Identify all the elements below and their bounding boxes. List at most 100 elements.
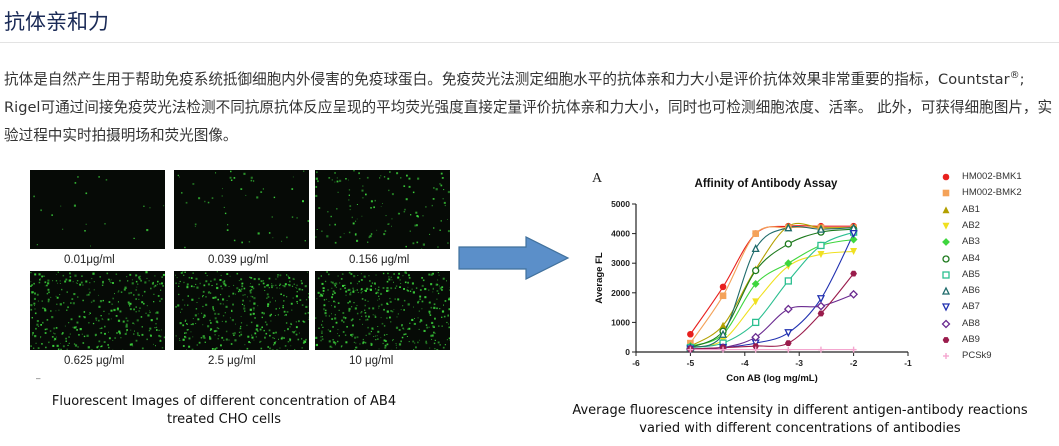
concentration-label: 10 μg/ml bbox=[349, 355, 394, 367]
data-point bbox=[817, 251, 825, 258]
data-point bbox=[850, 346, 857, 353]
legend-item: AB3 bbox=[940, 235, 1059, 249]
data-point bbox=[752, 298, 760, 306]
x-tick-label: -3 bbox=[795, 358, 803, 368]
legend-label: AB7 bbox=[962, 301, 980, 313]
chart-title: Affinity of Antibody Assay bbox=[695, 178, 839, 190]
legend-item: HM002-BMK2 bbox=[940, 186, 1059, 200]
legend-item: HM002-BMK1 bbox=[940, 170, 1059, 184]
legend-item: AB5 bbox=[940, 268, 1059, 282]
x-tick-label: -2 bbox=[850, 358, 858, 368]
legend-item: AB4 bbox=[940, 252, 1059, 266]
y-tick-label: 3000 bbox=[611, 258, 630, 268]
fluorescent-image bbox=[30, 170, 165, 249]
y-axis-label: Average FL bbox=[594, 252, 605, 304]
legend-marker-icon bbox=[941, 303, 951, 312]
legend-marker-icon bbox=[942, 271, 950, 279]
data-point bbox=[751, 243, 760, 253]
caption-line: Fluorescent Images of different concentr… bbox=[51, 394, 397, 409]
y-tick-label: 2000 bbox=[611, 288, 630, 298]
data-point bbox=[785, 346, 792, 353]
data-point bbox=[751, 279, 760, 288]
legend-marker-icon bbox=[942, 189, 950, 197]
data-point bbox=[752, 318, 760, 327]
legend-item: AB1 bbox=[940, 203, 1059, 217]
dash-mark: – bbox=[36, 374, 41, 383]
y-tick-label: 1000 bbox=[611, 317, 630, 327]
legend-marker-icon bbox=[941, 319, 951, 329]
legend-label: AB8 bbox=[962, 317, 980, 329]
data-point bbox=[849, 229, 858, 239]
data-point bbox=[718, 329, 728, 338]
data-point bbox=[817, 241, 825, 250]
fluorescent-image bbox=[315, 271, 450, 350]
legend-marker-icon bbox=[941, 286, 951, 295]
fluorescent-image bbox=[174, 271, 309, 350]
data-point bbox=[784, 277, 792, 285]
registered-mark: ® bbox=[1009, 70, 1020, 82]
data-point bbox=[752, 266, 760, 275]
legend-item: PCSk9 bbox=[940, 349, 1059, 363]
legend-marker-icon bbox=[942, 222, 950, 230]
paragraph-part-2: ; Rigel可通过间接免疫荧光法检测不同抗原抗体反应呈现的平均荧光强度直接定量… bbox=[4, 71, 1053, 144]
paragraph-part-1: 抗体是自然产生用于帮助免疫系统抵御细胞内外侵害的免疫球蛋白。免疫荧光法测定细胞水… bbox=[4, 71, 1010, 88]
caption-line: Average fluorescence intensity in differ… bbox=[572, 403, 1028, 418]
legend-label: AB5 bbox=[962, 268, 980, 280]
legend-marker-icon bbox=[942, 254, 950, 263]
fluorescent-images-caption: Fluorescent Images of different concentr… bbox=[20, 393, 428, 429]
legend-marker-icon bbox=[943, 353, 949, 360]
legend-label: HM002-BMK1 bbox=[962, 171, 1022, 182]
data-point bbox=[752, 230, 759, 237]
legend-marker-icon bbox=[942, 238, 950, 247]
data-point bbox=[719, 292, 727, 300]
legend-item: AB7 bbox=[940, 300, 1059, 314]
legend-label: AB9 bbox=[962, 334, 980, 345]
data-point bbox=[817, 310, 825, 317]
legend-label: AB1 bbox=[962, 203, 980, 215]
section-title: 抗体亲和力 bbox=[4, 10, 109, 34]
data-point bbox=[751, 332, 761, 342]
concentration-label: 2.5 μg/ml bbox=[208, 355, 256, 367]
legend-label: AB3 bbox=[962, 236, 980, 248]
right-arrow-icon bbox=[458, 236, 570, 284]
legend-label: PCSk9 bbox=[962, 350, 992, 362]
data-point bbox=[784, 223, 793, 232]
x-axis-label: Con AB (log mg/mL) bbox=[726, 373, 817, 384]
data-point bbox=[784, 259, 793, 268]
legend-item: AB6 bbox=[940, 284, 1059, 298]
panel-label: A bbox=[592, 171, 603, 186]
fluorescent-image bbox=[30, 271, 165, 350]
data-point bbox=[784, 340, 792, 346]
data-point bbox=[784, 240, 792, 248]
series-line bbox=[690, 238, 854, 347]
x-tick-label: -5 bbox=[687, 358, 695, 368]
y-tick-label: 0 bbox=[625, 347, 630, 357]
x-tick-label: -4 bbox=[741, 358, 749, 368]
data-point bbox=[850, 248, 858, 256]
x-tick-label: -6 bbox=[632, 358, 640, 368]
concentration-label: 0.039 μg/ml bbox=[208, 254, 269, 266]
y-tick-label: 4000 bbox=[611, 229, 630, 239]
legend-label: HM002-BMK2 bbox=[962, 187, 1022, 199]
affinity-chart: A Affinity of Antibody Assay 0 1000 2000 3000… bbox=[588, 166, 928, 396]
series-line bbox=[689, 225, 854, 335]
fluorescent-image bbox=[174, 170, 309, 249]
legend-item: AB9 bbox=[940, 333, 1059, 347]
y-tick-label: 5000 bbox=[611, 199, 630, 209]
chart-caption: Average fluorescence intensity in differ… bbox=[548, 402, 1052, 438]
legend-label: AB2 bbox=[962, 219, 980, 231]
data-point bbox=[720, 346, 727, 353]
series-line bbox=[690, 228, 854, 349]
legend-marker-icon bbox=[942, 205, 950, 213]
data-point bbox=[687, 330, 694, 338]
legend-item: AB8 bbox=[940, 317, 1059, 331]
data-point bbox=[816, 224, 826, 233]
chart-canvas: A Affinity of Antibody Assay 0 1000 2000 3000… bbox=[592, 171, 912, 384]
data-point bbox=[783, 304, 793, 314]
data-point bbox=[719, 283, 727, 291]
legend-label: AB4 bbox=[962, 252, 980, 264]
data-point bbox=[784, 329, 793, 338]
data-point bbox=[752, 346, 759, 353]
legend-marker-icon bbox=[942, 173, 950, 181]
series-line bbox=[690, 231, 854, 349]
